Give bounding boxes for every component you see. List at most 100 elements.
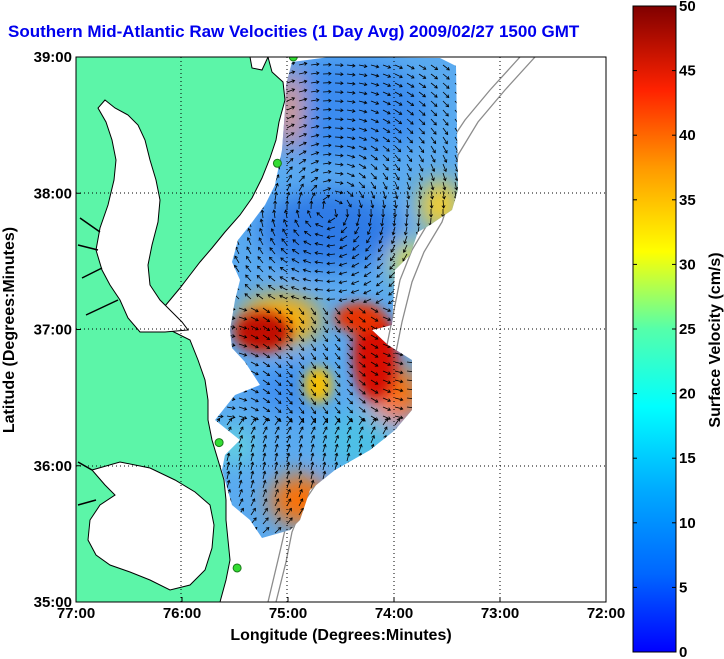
velocity-arrow-head	[268, 275, 272, 280]
velocity-arrow	[394, 352, 403, 356]
velocity-arrow-head	[429, 214, 434, 218]
velocity-arrow-head	[352, 72, 356, 77]
velocity-arrow	[310, 361, 316, 369]
velocity-arrow-head	[378, 248, 382, 253]
velocity-arrow	[310, 125, 319, 129]
velocity-arrow	[363, 280, 372, 286]
velocity-arrow-head	[398, 130, 402, 134]
velocity-arrow	[310, 406, 316, 414]
velocity-arrow-head	[324, 426, 328, 430]
velocity-arrow	[358, 145, 367, 150]
colorbar-tick-label: 30	[679, 256, 696, 273]
velocity-arrow-head	[274, 443, 279, 448]
velocity-arrow-head	[375, 73, 380, 78]
velocity-arrow-head	[312, 347, 316, 352]
velocity-arrow-head	[277, 328, 282, 332]
velocity-arrow-head	[289, 347, 293, 351]
velocity-arrow-head	[314, 296, 318, 301]
velocity-arrow	[327, 253, 336, 256]
velocity-arrow	[262, 307, 270, 313]
velocity-arrow	[339, 271, 348, 275]
velocity-arrow-head	[336, 392, 341, 396]
velocity-arrow-head	[243, 406, 248, 411]
velocity-arrow-head	[270, 237, 274, 242]
velocity-arrow-head	[345, 214, 350, 218]
velocity-arrow	[310, 177, 318, 183]
velocity-arrow	[250, 316, 259, 321]
velocity-arrow-head	[315, 142, 320, 147]
velocity-arrow-head	[410, 75, 415, 79]
velocity-arrow	[250, 352, 259, 357]
velocity-arrow	[326, 280, 336, 282]
velocity-arrow-head	[399, 83, 403, 88]
velocity-arrow	[248, 228, 252, 237]
velocity-arrow	[370, 379, 379, 385]
velocity-arrow-head	[434, 85, 438, 89]
velocity-arrow-head	[324, 329, 329, 334]
velocity-arrow-head	[349, 346, 354, 351]
velocity-arrow-head	[289, 374, 293, 378]
velocity-arrow-head	[270, 228, 275, 232]
velocity-arrow	[442, 163, 447, 172]
velocity-arrow	[406, 109, 414, 116]
velocity-arrow	[286, 498, 291, 507]
velocity-arrow-head	[289, 311, 293, 315]
velocity-arrow	[272, 219, 276, 228]
velocity-arrow	[346, 73, 355, 76]
velocity-arrow-head	[289, 320, 293, 324]
velocity-arrow-head	[245, 265, 250, 269]
velocity-arrow	[356, 217, 360, 226]
velocity-arrow-head	[340, 144, 344, 149]
velocity-arrow	[298, 316, 305, 324]
velocity-arrow-head	[243, 397, 248, 402]
velocity-arrow-head	[404, 223, 409, 227]
velocity-arrow-head	[311, 192, 316, 196]
velocity-arrow-head	[362, 337, 366, 341]
velocity-arrow	[358, 100, 367, 104]
velocity-arrow-head	[340, 162, 344, 167]
velocity-arrow-head	[279, 276, 284, 280]
velocity-arrow-head	[275, 488, 279, 493]
velocity-arrow	[370, 181, 376, 189]
velocity-arrow	[430, 118, 437, 126]
velocity-arrow-head	[292, 239, 297, 243]
velocity-arrow	[346, 418, 352, 426]
velocity-arrow-head	[300, 374, 305, 379]
velocity-arrow-head	[338, 298, 343, 302]
velocity-arrow	[322, 171, 331, 174]
velocity-arrow-head	[226, 479, 231, 484]
velocity-arrow	[274, 444, 278, 453]
velocity-arrow	[376, 271, 384, 278]
velocity-arrow-head	[334, 461, 339, 466]
velocity-arrow	[291, 277, 300, 282]
velocity-arrow-head	[290, 286, 295, 290]
velocity-arrow-head	[291, 79, 296, 84]
velocity-arrow-head	[399, 415, 404, 420]
velocity-arrow	[322, 435, 327, 444]
velocity-arrow-head	[387, 416, 392, 420]
velocity-arrow-head	[349, 391, 354, 396]
velocity-arrow	[303, 287, 312, 291]
delaware-bay	[249, 57, 269, 71]
velocity-arrow-head	[302, 159, 307, 163]
velocity-arrow	[358, 199, 362, 208]
velocity-arrow-head	[363, 155, 367, 160]
velocity-arrow	[310, 185, 317, 192]
velocity-arrow	[310, 143, 319, 147]
velocity-arrow	[358, 388, 366, 395]
velocity-arrow-head	[410, 102, 415, 107]
velocity-arrow	[298, 133, 307, 138]
velocity-arrow-head	[324, 311, 329, 316]
velocity-arrow	[442, 136, 448, 144]
velocity-arrow-head	[340, 81, 344, 86]
velocity-arrow	[326, 271, 336, 274]
x-tick-label: 77:00	[57, 605, 95, 622]
velocity-arrow	[226, 462, 230, 471]
velocity-arrow-head	[326, 297, 330, 302]
velocity-arrow	[393, 217, 396, 226]
velocity-arrow	[370, 406, 379, 412]
velocity-arrow-head	[277, 337, 282, 341]
velocity-arrow-head	[374, 336, 379, 340]
velocity-arrow-head	[418, 186, 423, 191]
velocity-arrow-head	[257, 265, 261, 270]
